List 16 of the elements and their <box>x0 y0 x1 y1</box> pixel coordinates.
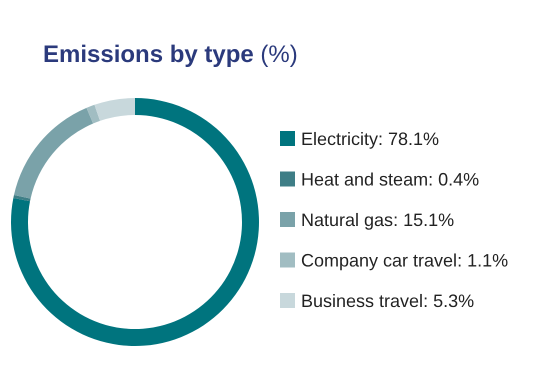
data-label: : 0.4% <box>428 170 480 190</box>
legend-label: Electricity <box>301 129 378 149</box>
data-label: : 5.3% <box>423 291 474 311</box>
legend-label: Natural gas <box>301 210 394 230</box>
legend-label: Business travel <box>301 291 424 311</box>
data-label: : 78.1% <box>378 129 440 149</box>
donut-slice <box>14 108 94 199</box>
data-label: : 15.1% <box>393 210 454 230</box>
legend-label: Company car travel <box>301 250 458 270</box>
chart-title: Emissions by type (%) <box>43 41 298 68</box>
donut-slice <box>86 104 100 124</box>
donut-slice <box>94 98 135 121</box>
legend-label: Heat and steam <box>301 170 428 190</box>
data-label: : 1.1% <box>457 250 508 270</box>
donut-slice <box>11 98 259 346</box>
donut-slice <box>13 194 31 202</box>
